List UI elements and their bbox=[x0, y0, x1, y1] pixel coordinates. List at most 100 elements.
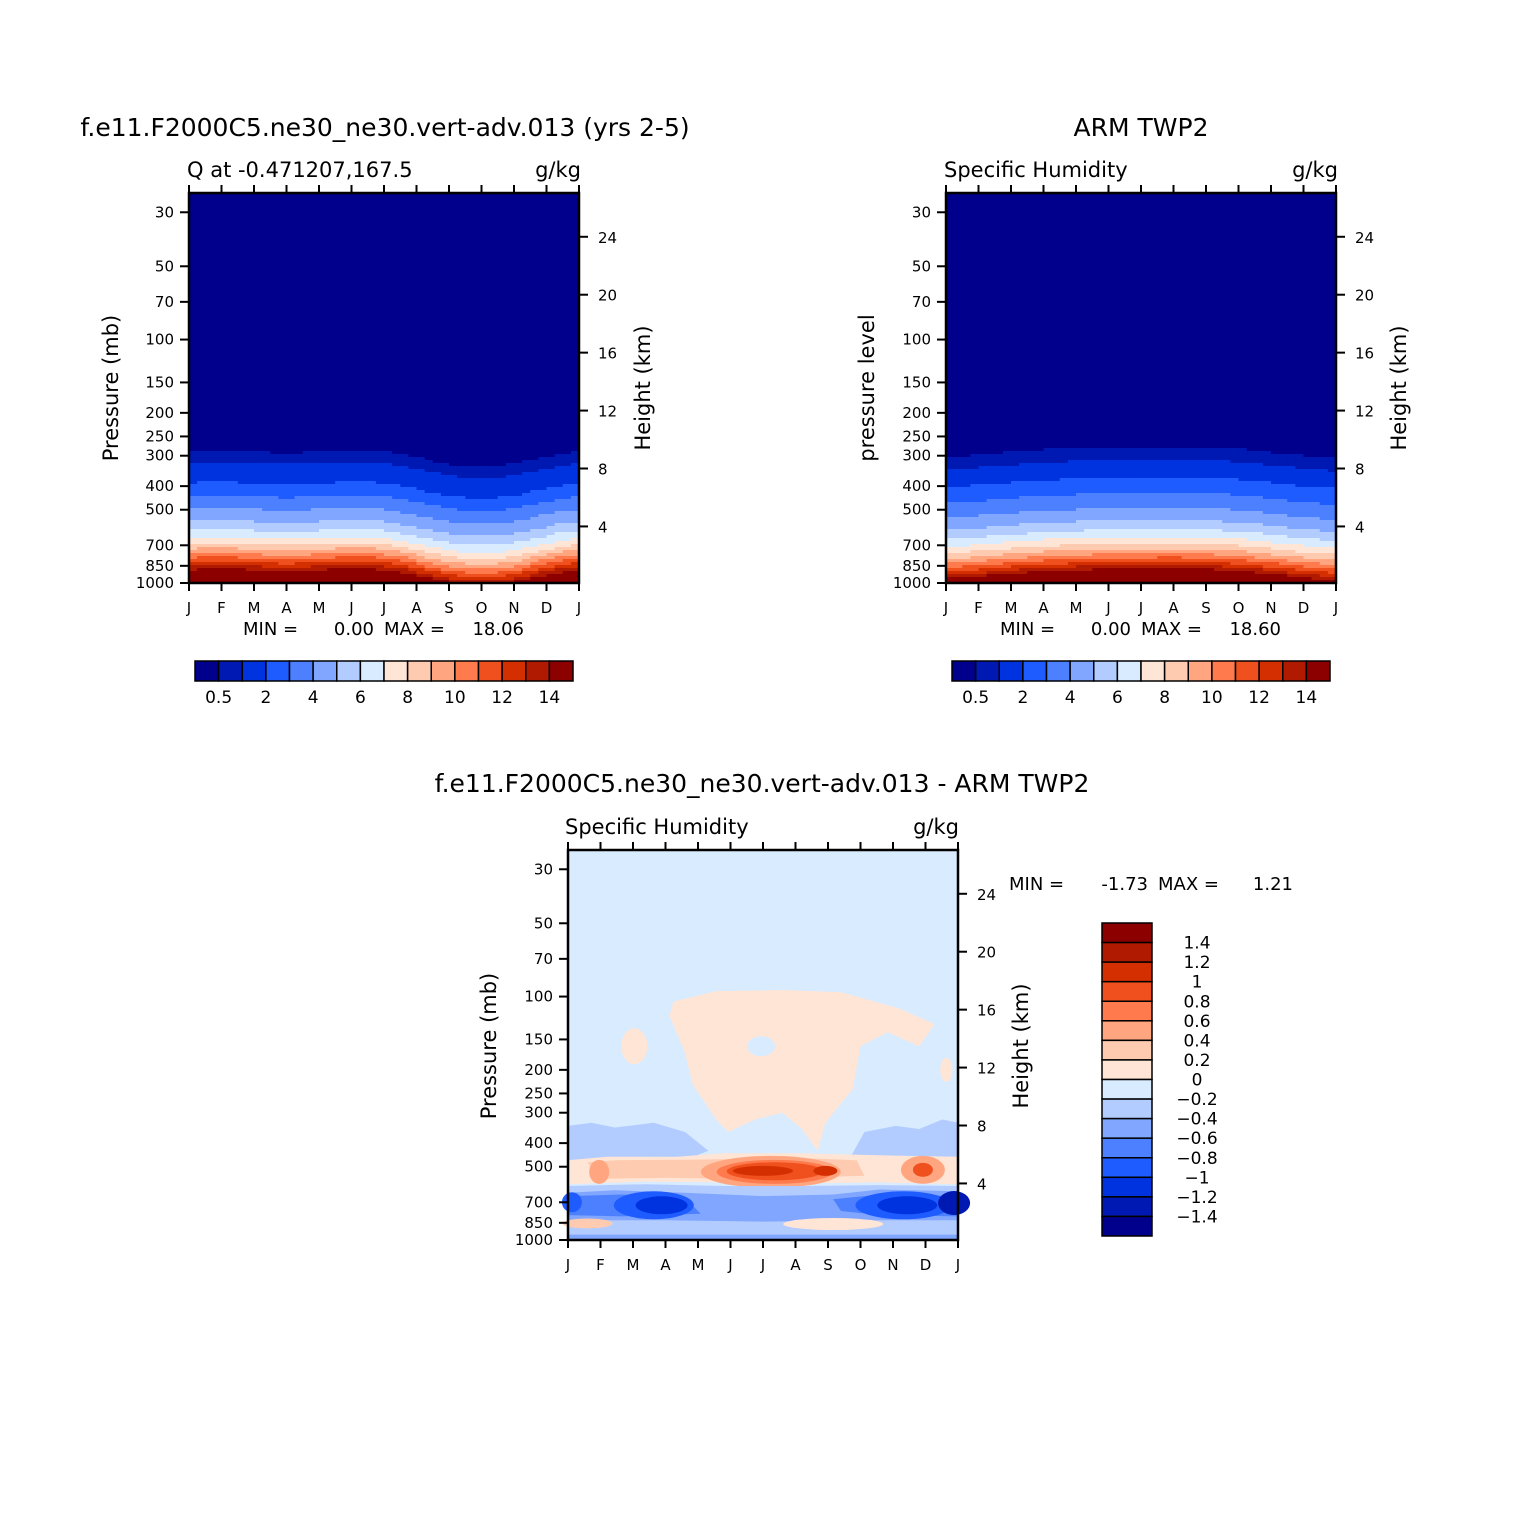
contour-cell bbox=[497, 283, 507, 287]
contour-cell bbox=[237, 208, 247, 212]
contour-cell bbox=[229, 373, 239, 377]
contour-cell bbox=[327, 274, 336, 278]
contour-cell bbox=[221, 463, 231, 467]
contour-cell bbox=[327, 493, 336, 497]
contour-cell bbox=[351, 442, 361, 446]
contour-cell bbox=[514, 331, 523, 335]
contour-cell bbox=[554, 481, 564, 485]
contour-cell bbox=[408, 442, 418, 446]
contour-cell bbox=[570, 277, 580, 281]
contour-cell bbox=[270, 202, 279, 206]
contour-cell bbox=[221, 346, 231, 350]
contour-cell bbox=[310, 370, 320, 374]
contour-cell bbox=[449, 241, 458, 245]
contour-cell bbox=[221, 229, 231, 233]
contour-cell bbox=[278, 466, 288, 470]
contour-cell bbox=[213, 220, 223, 224]
contour-cell bbox=[465, 397, 474, 401]
contour-cell bbox=[278, 421, 288, 425]
contour-cell bbox=[473, 418, 483, 422]
contour-cell bbox=[424, 406, 434, 410]
contour-cell bbox=[554, 262, 564, 266]
contour-cell bbox=[562, 235, 572, 239]
contour-cell bbox=[310, 493, 320, 497]
contour-cell bbox=[562, 361, 572, 365]
contour-cell bbox=[310, 334, 320, 338]
contour-cell bbox=[294, 202, 304, 206]
contour-cell bbox=[449, 337, 458, 341]
contour-cell bbox=[327, 469, 336, 473]
contour-cell bbox=[367, 442, 377, 446]
contour-cell bbox=[481, 217, 491, 221]
contour-cell bbox=[392, 352, 401, 356]
contour-cell bbox=[384, 367, 393, 371]
contour-cell bbox=[416, 208, 426, 212]
contour-cell bbox=[522, 421, 531, 425]
contour-cell bbox=[546, 481, 556, 485]
contour-cell bbox=[457, 337, 466, 341]
contour-cell bbox=[481, 283, 491, 287]
contour-cell bbox=[392, 433, 401, 437]
contour-cell bbox=[294, 193, 304, 197]
contour-cell bbox=[473, 502, 483, 506]
contour-cell bbox=[392, 409, 401, 413]
contour-cell bbox=[497, 319, 507, 323]
contour-cell bbox=[359, 394, 369, 398]
contour-cell bbox=[351, 358, 361, 362]
contour-cell bbox=[221, 349, 231, 353]
contour-cell bbox=[392, 217, 401, 221]
contour-cell bbox=[237, 331, 247, 335]
contour-cell bbox=[205, 301, 214, 305]
contour-cell bbox=[424, 214, 434, 218]
contour-cell bbox=[514, 214, 523, 218]
contour-cell bbox=[432, 337, 442, 341]
contour-cell bbox=[449, 391, 458, 395]
contour-cell bbox=[522, 313, 531, 317]
contour-cell bbox=[384, 331, 393, 335]
contour-cell bbox=[489, 289, 499, 293]
contour-cell bbox=[514, 199, 523, 203]
contour-cell bbox=[497, 400, 507, 404]
contour-cell bbox=[343, 397, 353, 401]
contour-cell bbox=[327, 316, 336, 320]
contour-cell bbox=[270, 490, 279, 494]
contour-cell bbox=[237, 376, 247, 380]
contour-cell bbox=[432, 463, 442, 467]
contour-cell bbox=[375, 466, 385, 470]
contour-cell bbox=[440, 310, 450, 314]
contour-cell bbox=[400, 385, 409, 389]
contour-cell bbox=[351, 403, 361, 407]
contour-cell bbox=[481, 451, 491, 455]
contour-cell bbox=[432, 448, 442, 452]
contour-cell bbox=[570, 484, 580, 488]
contour-cell bbox=[522, 220, 531, 224]
contour-cell bbox=[302, 217, 312, 221]
contour-cell bbox=[538, 355, 548, 359]
contour-cell bbox=[302, 382, 312, 386]
contour-cell bbox=[449, 469, 458, 473]
contour-cell bbox=[489, 340, 499, 344]
contour-cell bbox=[343, 373, 353, 377]
contour-cell bbox=[416, 418, 426, 422]
contour-cell bbox=[310, 256, 320, 260]
contour-cell bbox=[514, 319, 523, 323]
contour-cell bbox=[408, 439, 418, 443]
contour-cell bbox=[384, 373, 393, 377]
contour-cell bbox=[384, 322, 393, 326]
contour-cell bbox=[384, 379, 393, 383]
contour-cell bbox=[302, 433, 312, 437]
contour-cell bbox=[530, 247, 539, 251]
contour-cell bbox=[286, 283, 296, 287]
contour-cell bbox=[570, 478, 580, 482]
contour-cell bbox=[278, 319, 288, 323]
contour-cell bbox=[481, 466, 491, 470]
contour-cell bbox=[245, 475, 255, 479]
contour-cell bbox=[457, 457, 466, 461]
contour-cell bbox=[205, 478, 214, 482]
contour-cell bbox=[514, 265, 523, 269]
contour-cell bbox=[505, 235, 515, 239]
contour-cell bbox=[262, 295, 271, 299]
contour-cell bbox=[310, 457, 320, 461]
contour-cell bbox=[254, 328, 263, 332]
contour-cell bbox=[213, 430, 223, 434]
